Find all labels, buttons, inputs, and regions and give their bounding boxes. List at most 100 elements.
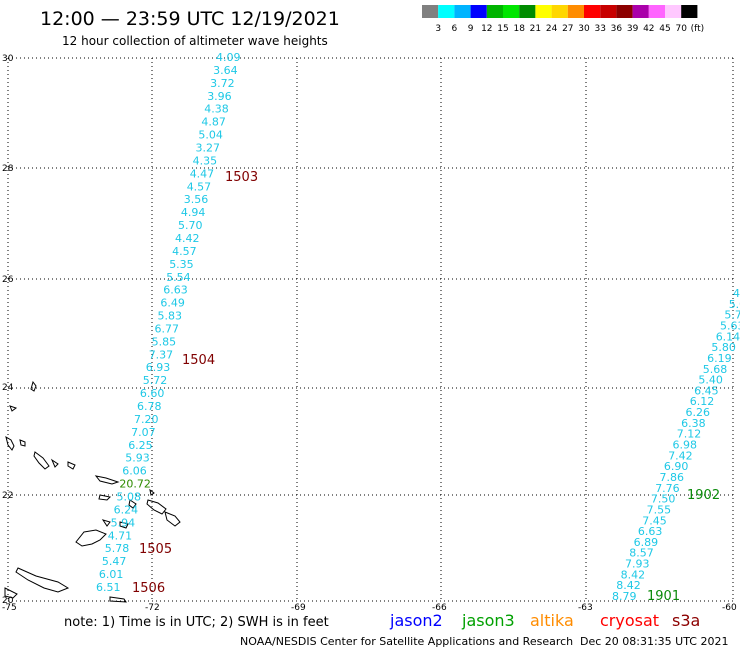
- swh-value: 6.01: [99, 568, 124, 581]
- swh-value: 7.07: [131, 426, 156, 439]
- swh-value: 6.63: [163, 284, 188, 297]
- swh-value: 5.78: [105, 542, 130, 555]
- pass-label: 1901: [647, 589, 680, 604]
- longitude-labels: -75 -72 -69 -66 -63 -60: [2, 603, 737, 613]
- swh-value: 4.35: [193, 154, 218, 167]
- swh-value: 5.08: [117, 491, 142, 504]
- pass-label: 1506: [132, 581, 165, 596]
- latitude-labels: 30 28 26 24 22 20: [2, 54, 14, 606]
- legend-swatch: [519, 5, 536, 18]
- legend-swatch: [454, 5, 471, 18]
- lon-label: -75: [2, 603, 17, 613]
- swh-value: 4.57: [172, 245, 197, 258]
- swh-value: 5.54: [166, 271, 191, 284]
- lon-label: -60: [722, 603, 737, 613]
- swh-value: 8.42: [621, 568, 646, 581]
- swh-value: 4.71: [108, 529, 133, 542]
- satellite-s3a-label: s3a: [672, 611, 700, 630]
- swh-value: 8.42: [616, 579, 641, 592]
- pass-label: 1504: [182, 353, 215, 368]
- swh-value: 6.06: [122, 465, 147, 478]
- swh-value: 6.60: [140, 387, 165, 400]
- swh-value: 5.35: [169, 258, 194, 271]
- legend-label: 30: [578, 24, 590, 34]
- swh-value: 5.85: [152, 335, 177, 348]
- lon-label: -69: [291, 603, 306, 613]
- swh-value: 5.63: [720, 320, 740, 333]
- legend-label: 39: [627, 24, 639, 34]
- legend-swatch: [600, 5, 617, 18]
- swh-value: 6.93: [146, 361, 171, 374]
- swh-value: 4.09: [216, 51, 241, 64]
- legend-swatch: [422, 5, 439, 18]
- swh-value: 4.87: [201, 116, 226, 129]
- lon-label: -72: [145, 603, 160, 613]
- swh-value: 5.68: [703, 363, 728, 376]
- legend-swatch: [551, 5, 568, 18]
- legend-swatch: [470, 5, 487, 18]
- legend-label: 9: [468, 24, 474, 34]
- swh-value: 3.27: [196, 142, 221, 155]
- swh-value: 7.93: [625, 558, 650, 571]
- legend-label: 42: [643, 24, 654, 34]
- legend-swatch: [616, 5, 633, 18]
- swh-value: 6.78: [137, 400, 162, 413]
- color-scale-legend: 3 6 9 12 15 18 21 24 27 30 33 36 39 42 45 70 (ft): [422, 5, 704, 34]
- swh-value: 4.57: [187, 180, 212, 193]
- swh-value: 6.26: [686, 406, 711, 419]
- swh-value: 6.38: [681, 417, 706, 430]
- pass-label: 1503: [225, 170, 258, 185]
- swh-value: 7.20: [134, 413, 159, 426]
- credit-text: NOAA/NESDIS Center for Satellite Applica…: [240, 635, 573, 648]
- swh-value: 4.47: [190, 167, 215, 180]
- swh-value: 7.55: [647, 503, 672, 516]
- swh-value: 6.77: [155, 323, 180, 336]
- swh-value: 6.14: [716, 330, 740, 343]
- coastline-islands: [4, 380, 181, 603]
- legend-label: 27: [562, 24, 573, 34]
- satellite-jason3-label: jason3: [461, 611, 515, 630]
- swh-value: 6.12: [690, 395, 715, 408]
- swh-value: 6.49: [160, 297, 185, 310]
- swh-value: 6.51: [96, 581, 121, 594]
- swh-value: 5.83: [158, 310, 183, 323]
- legend-swatch: [632, 5, 649, 18]
- swh-value: 5.47: [102, 555, 127, 568]
- lat-lon-grid: [7, 57, 734, 602]
- swh-value: 7.42: [668, 449, 693, 462]
- swh-value: 4: [733, 287, 740, 300]
- swh-value: 6.19: [707, 352, 732, 365]
- legend-swatch: [567, 5, 584, 18]
- legend-swatch: [438, 5, 455, 18]
- swh-value: 5.93: [125, 452, 150, 465]
- lat-label: 30: [2, 54, 14, 64]
- map-subtitle: 12 hour collection of altimeter wave hei…: [62, 34, 328, 48]
- swh-value: 3.56: [184, 193, 209, 206]
- swh-value: 7.76: [655, 482, 680, 495]
- legend-label: 36: [611, 24, 623, 34]
- legend-label: 15: [497, 24, 508, 34]
- legend-label: 21: [530, 24, 541, 34]
- swh-value: 8.79: [612, 590, 637, 603]
- swh-value: 4.38: [204, 103, 229, 116]
- pass-label: 1505: [139, 542, 172, 557]
- lat-label: 20: [2, 596, 14, 606]
- legend-label: (ft): [691, 24, 705, 34]
- swh-value: 5.94: [111, 516, 136, 529]
- swh-value: 5.70: [178, 219, 203, 232]
- lat-label: 26: [2, 275, 14, 285]
- legend-swatch: [503, 5, 520, 18]
- lon-label: -66: [432, 603, 447, 613]
- swh-value: 7.86: [660, 471, 685, 484]
- map-title: 12:00 — 23:59 UTC 12/19/2021: [40, 8, 340, 30]
- legend-label: 24: [546, 24, 558, 34]
- satellite-jason2-label: jason2: [389, 611, 443, 630]
- swh-value: 7.37: [149, 348, 174, 361]
- legend-label: 70: [675, 24, 687, 34]
- swh-value: 5.70: [724, 309, 740, 322]
- legend-swatch: [665, 5, 682, 18]
- legend-label: 33: [594, 24, 605, 34]
- legend-swatch: [584, 5, 601, 18]
- lat-label: 22: [2, 491, 13, 501]
- swh-value: 20.72: [119, 478, 150, 491]
